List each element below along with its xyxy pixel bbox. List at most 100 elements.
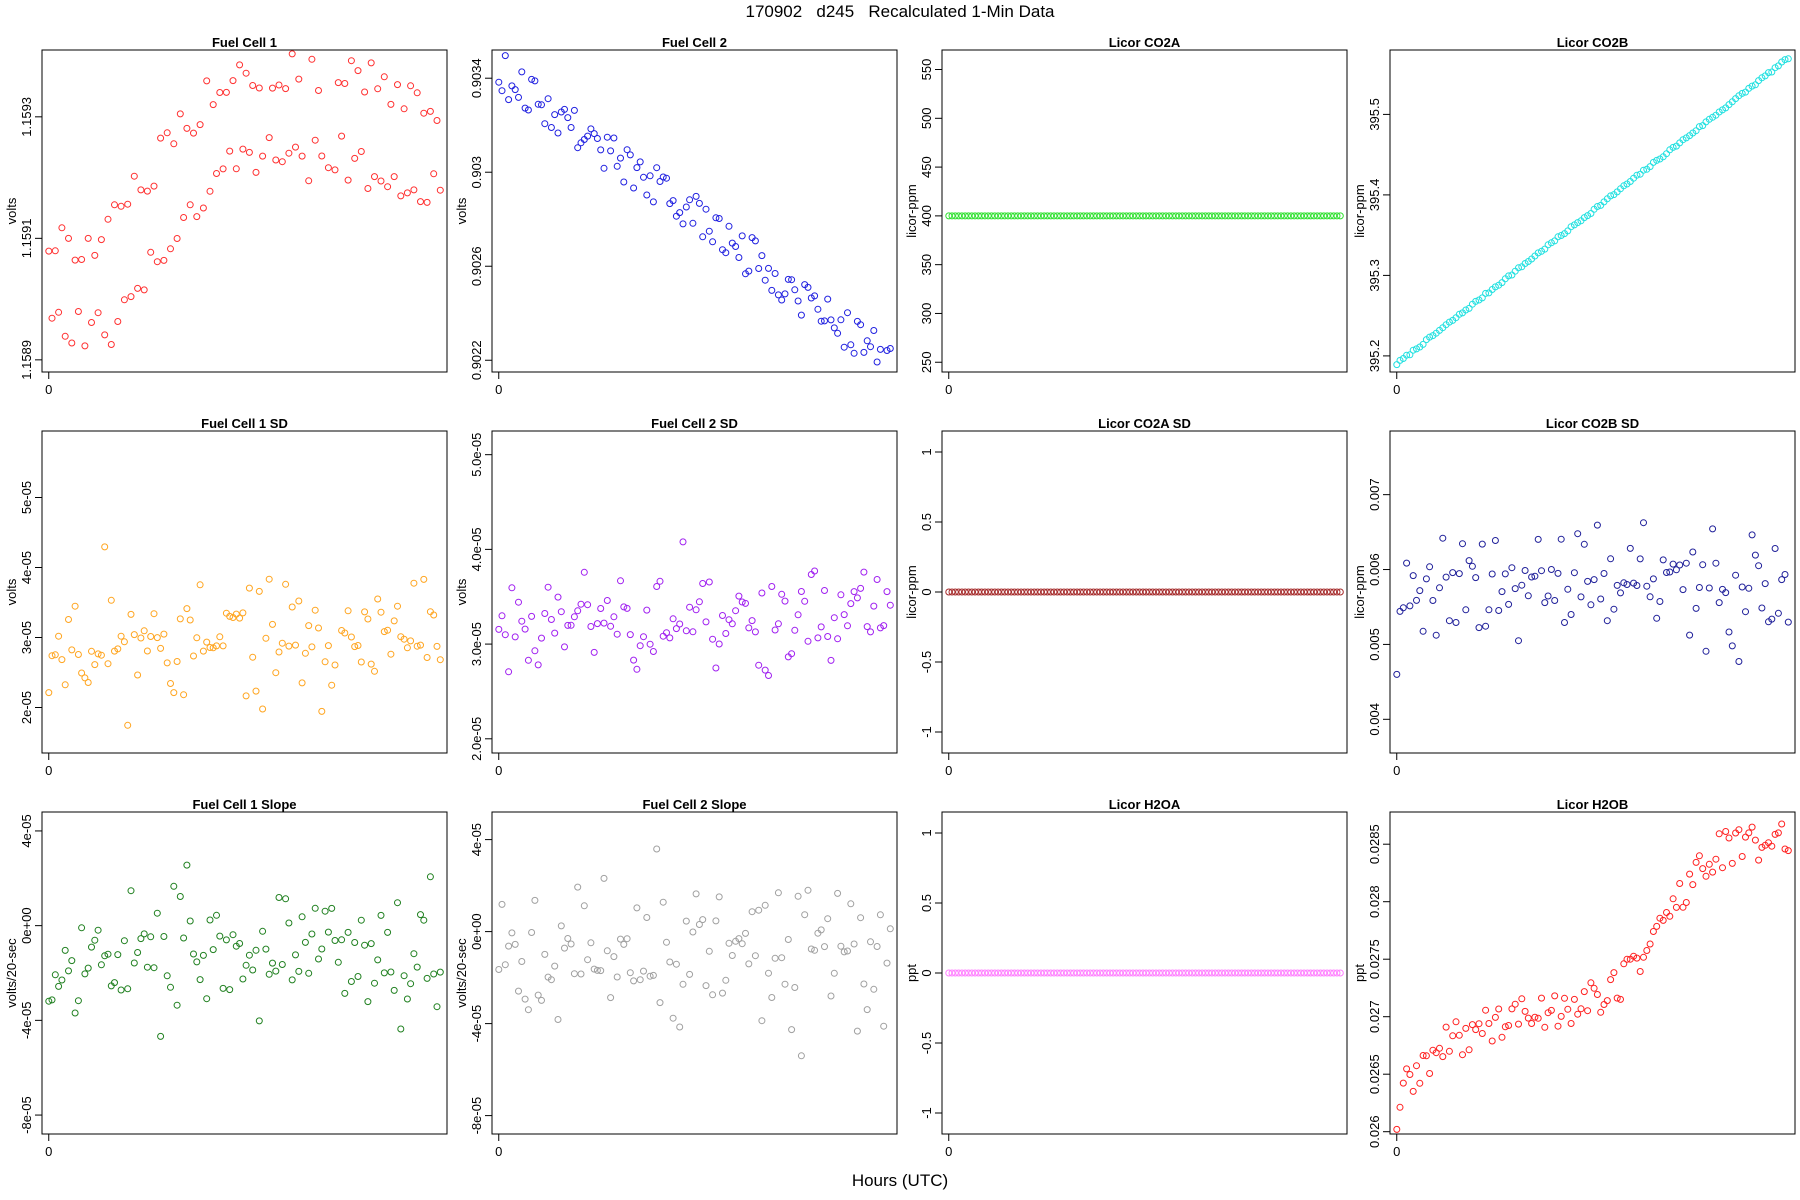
data-point: [570, 970, 578, 978]
data-point: [672, 212, 680, 220]
data-point: [285, 919, 293, 927]
data-point: [1159, 212, 1167, 220]
data-point: [1445, 318, 1453, 326]
data-point: [1333, 969, 1341, 977]
data-point: [364, 998, 372, 1006]
y-tick-label: 400: [919, 205, 934, 227]
data-point: [1218, 969, 1226, 977]
data-point: [981, 969, 989, 977]
data-point: [1208, 588, 1216, 596]
data-point: [797, 1052, 805, 1060]
data-point: [725, 222, 733, 230]
data-point: [229, 77, 237, 85]
data-point: [97, 651, 105, 659]
data-point: [367, 940, 375, 948]
data-point: [623, 935, 631, 943]
data-point: [580, 136, 588, 143]
data-point: [1294, 588, 1301, 596]
data-point: [410, 579, 418, 587]
data-point: [130, 172, 138, 180]
data-point: [1254, 212, 1262, 220]
data-point: [1224, 212, 1232, 220]
data-point: [58, 224, 66, 232]
data-point: [593, 135, 601, 142]
data-point: [1705, 860, 1713, 868]
data-point: [567, 124, 575, 131]
data-point: [1498, 1033, 1506, 1041]
data-point: [163, 129, 171, 137]
data-point: [1403, 351, 1411, 359]
data-point: [669, 615, 677, 623]
data-point: [646, 640, 654, 648]
data-point: [1254, 588, 1262, 596]
data-point: [1274, 212, 1282, 220]
data-point: [1686, 631, 1694, 639]
data-point: [170, 882, 178, 890]
data-point: [633, 164, 641, 172]
data-point: [1439, 534, 1447, 542]
data-point: [997, 588, 1005, 596]
x-tick-label: 0: [1393, 382, 1400, 397]
data-point: [331, 937, 339, 944]
data-point: [219, 984, 227, 992]
data-point: [127, 887, 135, 895]
data-point: [534, 991, 542, 999]
data-point: [857, 914, 865, 922]
data-point: [1472, 1026, 1480, 1034]
data-point: [344, 607, 352, 615]
data-point: [824, 915, 832, 923]
data-point: [111, 201, 118, 209]
data-point: [48, 314, 56, 322]
data-point: [295, 967, 303, 975]
data-point: [1145, 212, 1153, 220]
data-point: [1132, 588, 1140, 596]
data-point: [88, 943, 95, 951]
data-point: [301, 649, 309, 657]
data-point: [577, 600, 585, 608]
data-point: [699, 916, 707, 924]
data-point: [153, 909, 161, 917]
data-point: [603, 133, 611, 141]
data-point: [837, 591, 845, 599]
data-point: [646, 972, 654, 980]
data-point: [130, 631, 138, 639]
data-point: [814, 929, 822, 937]
data-point: [338, 936, 346, 944]
y-tick-label: 395.5: [1367, 98, 1382, 131]
data-point: [157, 134, 165, 142]
data-point: [834, 635, 842, 643]
data-point: [130, 959, 138, 967]
data-point: [1580, 540, 1588, 548]
data-point: [1406, 351, 1414, 359]
data-point: [784, 275, 792, 283]
data-point: [147, 248, 155, 256]
data-point: [1524, 1014, 1532, 1022]
data-point: [847, 900, 855, 908]
data-point: [1067, 588, 1074, 596]
data-point: [1781, 571, 1789, 578]
data-point: [1534, 535, 1542, 543]
data-point: [1241, 212, 1249, 220]
panel-licor-h2ob: Licor H2OB 0 0.026 0.0265 0.027 0.0275 0.028 0.…: [1352, 797, 1796, 1159]
data-point: [387, 968, 395, 976]
data-point: [1751, 551, 1759, 559]
data-point: [695, 199, 703, 207]
data-point: [765, 672, 772, 679]
data-point: [387, 650, 395, 658]
data-point: [804, 886, 812, 894]
data-point: [1613, 994, 1621, 1002]
data-point: [1323, 212, 1331, 220]
data-point: [745, 960, 753, 968]
data-point: [511, 940, 519, 948]
data-point: [1336, 969, 1344, 977]
data-point: [308, 55, 316, 63]
data-point: [1676, 561, 1684, 569]
data-point: [1570, 569, 1578, 577]
data-point: [1149, 212, 1157, 220]
data-point: [183, 124, 191, 132]
data-point: [626, 631, 634, 639]
data-point: [1610, 969, 1618, 977]
data-point: [709, 991, 717, 999]
panel-title: Fuel Cell 2 SD: [651, 416, 738, 431]
data-point: [203, 638, 211, 646]
